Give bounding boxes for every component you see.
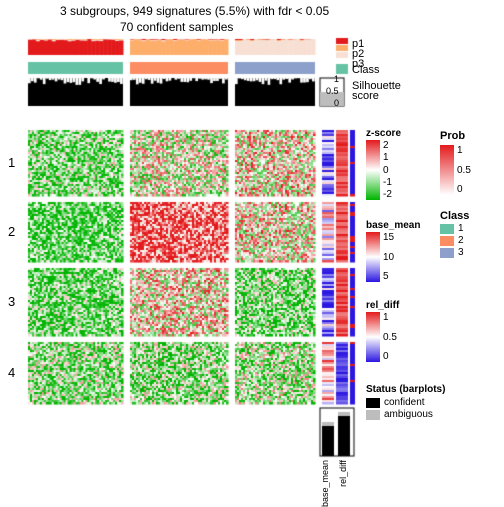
legend-prob-t3: 0 <box>457 184 471 195</box>
legend-status: confidentambiguous <box>366 396 433 421</box>
bm-t1: 10 <box>383 252 394 263</box>
z-t3: -1 <box>383 177 392 188</box>
row-label: 4 <box>8 365 15 380</box>
legend-prob-gradient <box>440 145 454 195</box>
side-title-basemean: base_mean <box>366 220 420 231</box>
row-label: 3 <box>8 294 15 309</box>
z-t2: 0 <box>383 165 392 176</box>
silh-tick-0: 0 <box>334 98 339 108</box>
rd-t1: 0.5 <box>383 332 397 343</box>
legend-basemean: 15 10 5 <box>366 232 394 282</box>
legend-rd-gradient <box>366 312 380 362</box>
rd-t2: 0 <box>383 351 397 362</box>
legend-class-title: Class <box>440 210 469 222</box>
legend-class-item: 3 <box>440 247 469 258</box>
legend-bm-gradient <box>366 232 380 282</box>
anno-label-score: score <box>352 90 379 102</box>
legend-prob: Prob 1 0.5 0 <box>440 130 471 195</box>
rd-t0: 1 <box>383 312 397 323</box>
legend-status-item: confident <box>366 397 433 408</box>
row-label: 2 <box>8 224 15 239</box>
bm-t2: 5 <box>383 271 394 282</box>
z-t4: -2 <box>383 189 392 200</box>
barplot-label-basemean: base_mean <box>320 460 330 507</box>
legend-prob-t1: 1 <box>457 145 471 156</box>
side-title-reldiff: rel_diff <box>366 300 399 311</box>
silh-tick-05: 0.5 <box>326 86 339 96</box>
z-t0: 2 <box>383 140 392 151</box>
silh-tick-1: 1 <box>334 74 339 84</box>
legend-prob-title: Prob <box>440 130 471 142</box>
legend-prob-t2: 0.5 <box>457 165 471 176</box>
side-title-zscore: z-score <box>366 128 401 139</box>
legend-zscore: 2 1 0 -1 -2 <box>366 140 436 200</box>
bm-t0: 15 <box>383 232 394 243</box>
legend-reldiff: 1 0.5 0 <box>366 312 397 362</box>
legend-status-item: ambiguous <box>366 409 433 420</box>
side-title-status: Status (barplots) <box>366 384 445 395</box>
barplot-label-reldiff: rel_diff <box>338 460 348 487</box>
legend-class: Class 123 <box>440 210 469 259</box>
z-t1: 1 <box>383 152 392 163</box>
legend-class-item: 1 <box>440 223 469 234</box>
heatmap-canvas <box>0 0 504 504</box>
legend-class-item: 2 <box>440 235 469 246</box>
row-label: 1 <box>8 155 15 170</box>
anno-label-class: Class <box>352 64 380 76</box>
legend-z-gradient <box>366 140 380 200</box>
